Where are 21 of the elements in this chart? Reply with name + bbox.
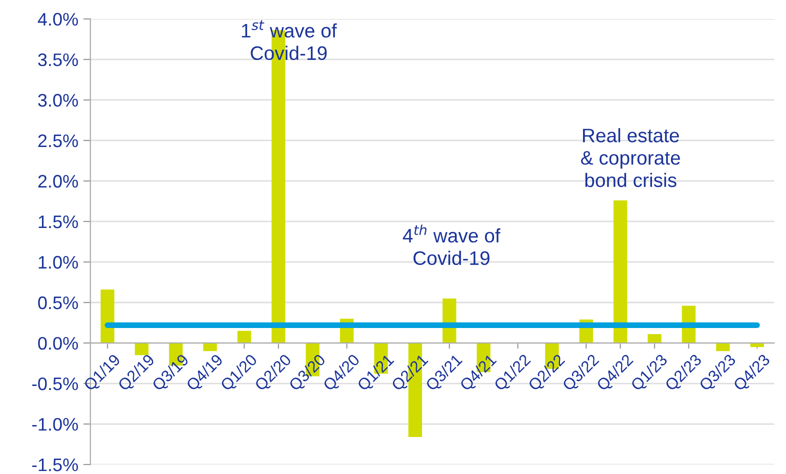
bar xyxy=(134,343,149,356)
bar xyxy=(716,343,730,352)
bar xyxy=(237,330,252,344)
y-tick-label: 2.5% xyxy=(38,134,78,148)
y-tick-label: 2.0% xyxy=(38,174,78,188)
y-tick-label: 3.0% xyxy=(38,94,78,107)
y-tick-label: -0.5% xyxy=(32,377,78,390)
y-tick-label: 1.0% xyxy=(38,256,78,269)
y-tick-label: 3.5% xyxy=(38,53,78,66)
annotation: Real estate & coprorate bond crisis xyxy=(581,128,680,188)
y-tick-label: -1.0% xyxy=(32,418,78,431)
annotation: 4$^{th}$ wave of Covid-19 xyxy=(402,224,500,266)
y-tick-label: -1.5% xyxy=(32,458,78,472)
y-tick-label: 0.5% xyxy=(38,296,78,310)
y-tick-label: 0.0% xyxy=(38,336,78,350)
y-tick-label: 4.0% xyxy=(38,12,78,26)
bar xyxy=(614,200,628,344)
bar xyxy=(648,334,662,344)
y-tick-label: 1.5% xyxy=(38,216,78,228)
bar xyxy=(203,343,217,352)
bar xyxy=(100,290,114,344)
